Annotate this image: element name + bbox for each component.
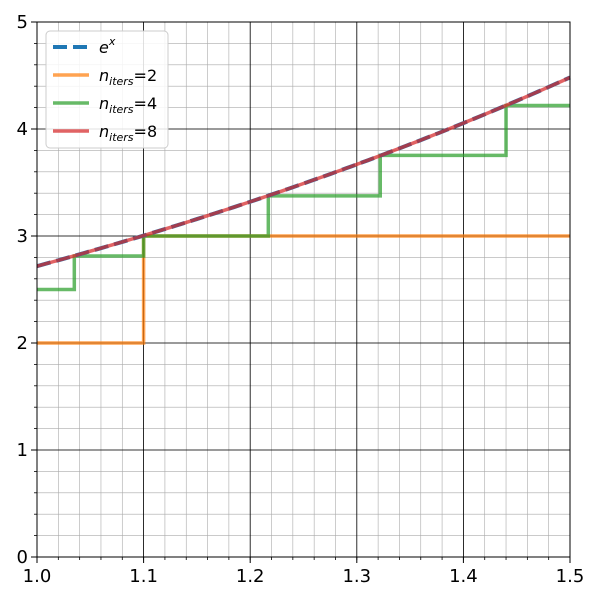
ticks: 1.0 1.1 1.2 1.3 1.4 1.5 0 1 2 3 4 5 [17, 12, 585, 587]
series-line-niters-4 [37, 103, 570, 292]
legend: ex niters=2 niters=4 niters=8 [45, 30, 169, 149]
legend-label: niters=4 [99, 94, 157, 116]
legend-label: niters=8 [99, 122, 157, 144]
legend-label: ex [99, 35, 116, 57]
x-tick-label: 1.1 [129, 566, 158, 587]
y-tick-label: 4 [17, 119, 28, 140]
y-tick-label: 1 [17, 440, 28, 461]
series-line-niters-8 [36, 75, 571, 268]
x-tick-label: 1.4 [449, 566, 478, 587]
series-layer [36, 75, 571, 345]
x-tick-label: 1.2 [236, 566, 265, 587]
plot-frame [36, 21, 571, 558]
series-line-niters-2 [37, 234, 570, 345]
x-tick-label: 1.0 [23, 566, 52, 587]
legend-label: niters=2 [99, 66, 157, 88]
y-tick-label: 3 [17, 226, 28, 247]
x-tick-label: 1.3 [342, 566, 371, 587]
y-tick-label: 5 [17, 12, 28, 33]
y-tick-label: 0 [17, 547, 28, 568]
legend-box [45, 30, 169, 149]
y-tick-label: 2 [17, 333, 28, 354]
x-tick-label: 1.5 [556, 566, 585, 587]
